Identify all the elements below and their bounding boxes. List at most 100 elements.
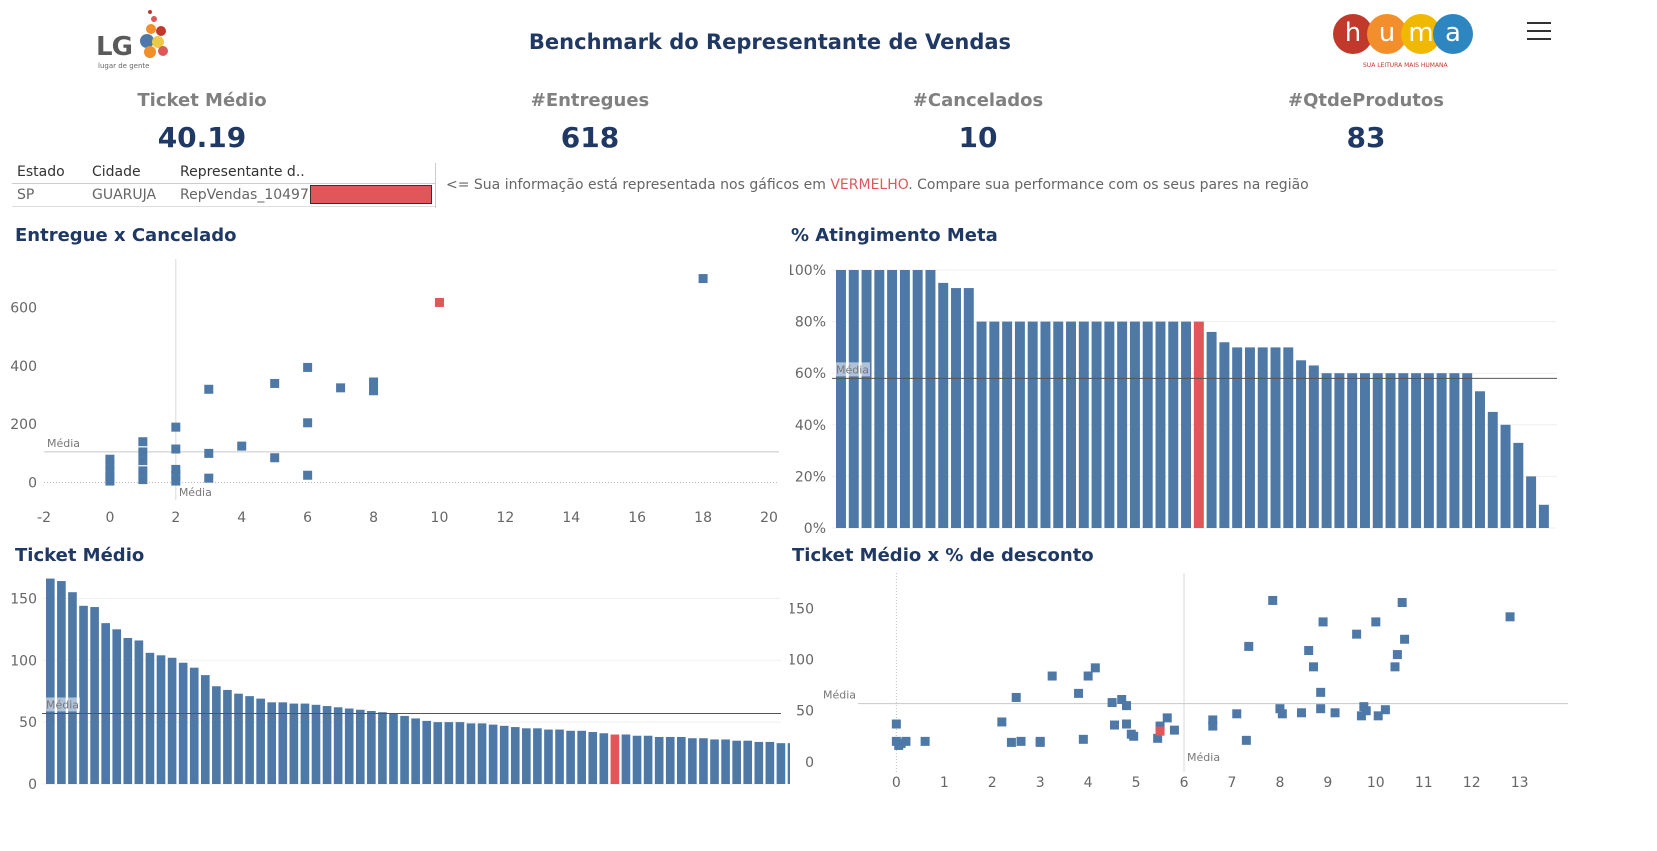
kpi-value: 83 xyxy=(1346,121,1386,154)
bar xyxy=(378,712,387,784)
x-tick-label: 3 xyxy=(1036,775,1045,791)
scatter-point xyxy=(1121,701,1131,711)
bar xyxy=(1002,321,1013,528)
reference-label: Média xyxy=(836,363,869,376)
reference-label-bg xyxy=(834,362,870,377)
x-tick-label: 9 xyxy=(1323,775,1332,791)
table-header-estado[interactable]: Estado xyxy=(17,164,65,180)
bar xyxy=(79,605,88,784)
bar xyxy=(1014,321,1025,528)
scatter-point xyxy=(171,476,181,486)
y-tick-label: 80% xyxy=(795,315,826,331)
y-tick-label: 100 xyxy=(10,653,37,669)
scatter-point xyxy=(1308,662,1318,672)
bar-atingimento-meta[interactable]: 0% 20% 40% 60% 80% 100% Média xyxy=(790,250,1657,540)
reference-label: Média xyxy=(823,689,856,702)
scatter-point xyxy=(105,454,115,464)
x-tick-label: -2 xyxy=(37,510,51,526)
bar xyxy=(1308,365,1319,528)
bar xyxy=(976,321,987,528)
chart-title-ticket-medio: Ticket Médio xyxy=(15,545,145,566)
scatter-point xyxy=(920,736,930,746)
highlight-point xyxy=(434,297,444,307)
scatter-point xyxy=(1380,705,1390,715)
bar xyxy=(710,739,719,784)
bar xyxy=(1411,373,1422,528)
scatter-point xyxy=(1296,708,1306,718)
bar xyxy=(499,725,509,784)
scatter-point xyxy=(204,384,214,394)
scatter-point xyxy=(1107,698,1117,708)
scatter-point xyxy=(1047,671,1057,681)
kpi-qtde-produtos: #QtdeProdutos 83 xyxy=(1236,90,1496,154)
y-tick-label: 50 xyxy=(796,704,814,720)
bar xyxy=(245,696,254,784)
bar xyxy=(1526,476,1537,528)
scatter-point xyxy=(1083,671,1093,681)
bar xyxy=(90,607,99,784)
chart-title-atingimento-meta: % Atingimento Meta xyxy=(791,225,998,246)
x-tick-label: 11 xyxy=(1415,775,1433,791)
x-tick-label: 6 xyxy=(1180,775,1189,791)
bar xyxy=(654,736,664,784)
x-tick-label: 14 xyxy=(562,510,580,526)
bar xyxy=(732,740,741,784)
representative-table: Estado Cidade Representante d.. SP GUARU… xyxy=(12,163,436,208)
bar xyxy=(1398,373,1409,528)
reference-label-bg xyxy=(44,697,80,712)
table-cell-estado: SP xyxy=(17,187,35,203)
scatter-entregue-cancelado[interactable]: Média Média 0 200 400 600 -2 0 2 4 6 8 10 12 14 16 18 20 xyxy=(0,250,790,540)
scatter-point xyxy=(171,444,181,454)
y-tick-label: 0 xyxy=(28,476,37,492)
reference-label: Média xyxy=(1187,751,1220,764)
bar xyxy=(1296,360,1307,528)
scatter-point xyxy=(171,470,181,480)
scatter-point xyxy=(1117,695,1127,705)
scatter-point xyxy=(1390,662,1400,672)
huma-letter-u: u xyxy=(1367,14,1407,54)
huma-logo-subtitle: SUA LEITURA MAIS HUMANA xyxy=(1363,62,1448,69)
x-tick-label: 6 xyxy=(303,510,312,526)
scatter-point xyxy=(1397,598,1407,608)
table-header-cidade[interactable]: Cidade xyxy=(92,164,141,180)
bar xyxy=(688,738,697,784)
scatter-point xyxy=(105,472,115,482)
scatter-point xyxy=(1361,706,1371,716)
scatter-point xyxy=(901,736,911,746)
bar xyxy=(754,741,764,784)
bar xyxy=(951,288,961,528)
bar xyxy=(134,640,144,784)
scatter-point xyxy=(1400,634,1410,644)
bar xyxy=(422,720,432,784)
scatter-point xyxy=(698,274,708,284)
bar xyxy=(632,735,642,784)
x-tick-label: 10 xyxy=(431,510,449,526)
bar xyxy=(544,729,553,784)
highlight-point xyxy=(1155,726,1165,736)
bar xyxy=(68,592,77,784)
scatter-point xyxy=(105,466,115,476)
x-tick-label: 2 xyxy=(988,775,997,791)
bar xyxy=(510,727,520,784)
bar xyxy=(621,734,631,784)
scatter-point xyxy=(1241,735,1251,745)
kpi-ticket-medio: Ticket Médio 40.19 xyxy=(72,90,332,154)
y-tick-label: 50 xyxy=(19,715,37,731)
bar-ticket-medio[interactable]: 0 50 100 150 Média xyxy=(0,572,790,851)
y-tick-label: 400 xyxy=(10,359,37,375)
table-header-representante[interactable]: Representante d.. xyxy=(180,164,305,180)
bar xyxy=(1104,321,1115,528)
scatter-point xyxy=(1006,737,1016,747)
bar xyxy=(444,722,454,784)
scatter-point xyxy=(303,362,313,372)
bar xyxy=(1321,373,1332,528)
scatter-point xyxy=(138,475,148,485)
bar xyxy=(1359,373,1370,528)
bar xyxy=(1436,373,1447,528)
hamburger-menu-icon[interactable] xyxy=(1527,22,1551,42)
scatter-point xyxy=(303,418,313,428)
bar xyxy=(643,735,653,784)
bar xyxy=(1129,321,1140,528)
scatter-point xyxy=(237,441,247,451)
